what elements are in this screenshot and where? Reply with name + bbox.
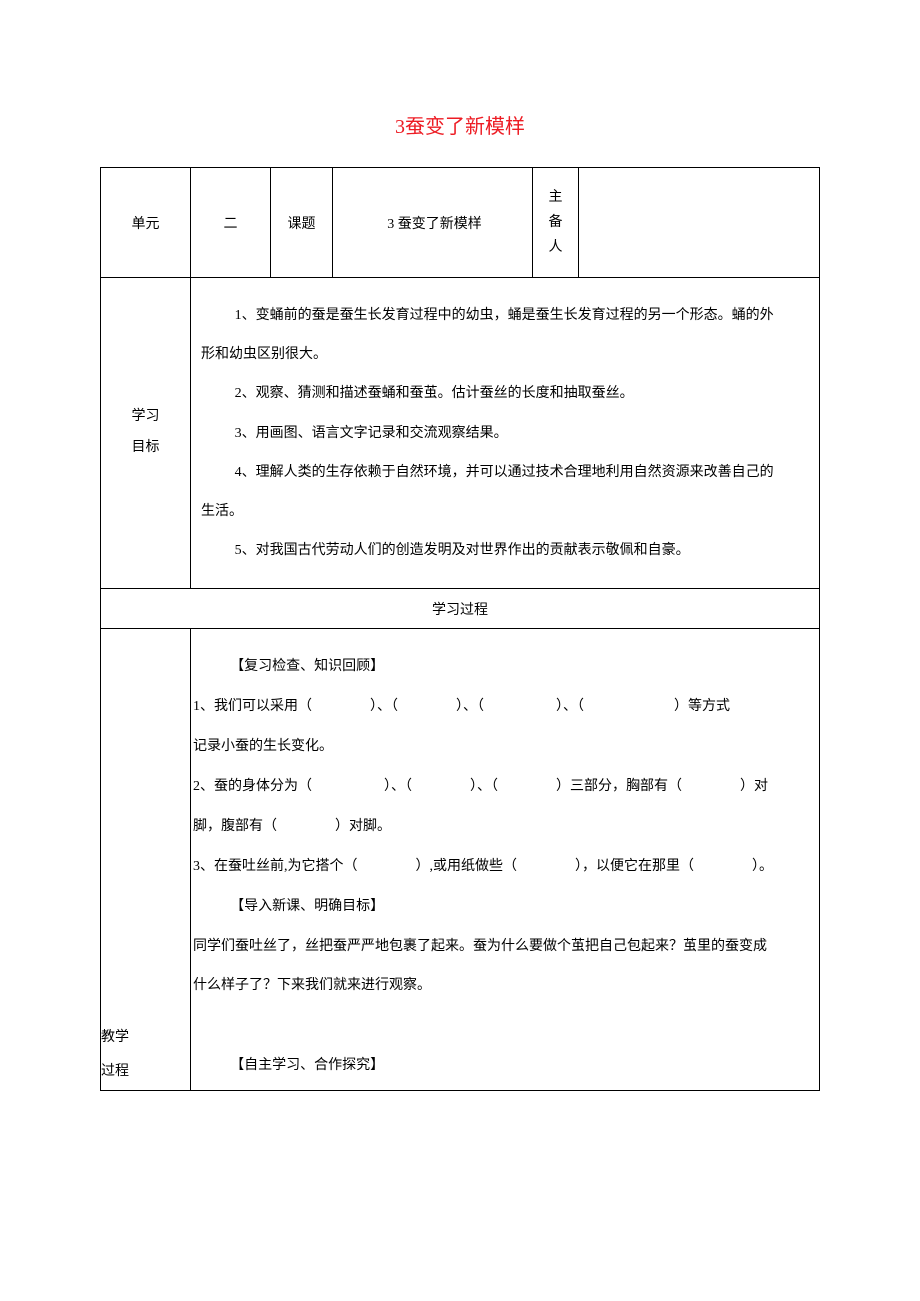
topic-label: 课题 <box>271 168 333 278</box>
question-2-line2: 脚，腹部有（）对脚。 <box>191 807 811 847</box>
process-label: 教学 过程 <box>101 629 191 1091</box>
question-1-line1: 1、我们可以采用（）、（）、（）、（）等方式 <box>191 687 811 727</box>
question-1-line2: 记录小蚕的生长变化。 <box>191 727 811 767</box>
process-header-row: 学习过程 <box>101 589 820 629</box>
process-row: 教学 过程 【复习检查、知识回顾】 1、我们可以采用（）、（）、（）、（）等方式… <box>101 629 820 1091</box>
author-value <box>579 168 820 278</box>
header-row: 单元 二 课题 3 蚕变了新模样 主 备 人 <box>101 168 820 278</box>
goals-content: 1、变蛹前的蚕是蚕生长发育过程中的幼虫，蛹是蚕生长发育过程的另一个形态。蛹的外 … <box>191 278 820 589</box>
author-label-line3: 人 <box>533 235 578 260</box>
goals-label: 学习 目标 <box>101 278 191 589</box>
author-label-line1: 主 <box>533 185 578 210</box>
goal-item-1b: 形和幼虫区别很大。 <box>201 335 809 374</box>
review-section-head: 【复习检查、知识回顾】 <box>191 647 811 687</box>
process-label-line2: 过程 <box>101 1055 190 1089</box>
unit-label: 单元 <box>101 168 191 278</box>
goals-row: 学习 目标 1、变蛹前的蚕是蚕生长发育过程中的幼虫，蛹是蚕生长发育过程的另一个形… <box>101 278 820 589</box>
goals-label-line2: 目标 <box>101 433 190 464</box>
goal-item-3: 3、用画图、语言文字记录和交流观察结果。 <box>201 414 809 453</box>
intro-text-1: 同学们蚕吐丝了，丝把蚕严严地包裹了起来。蚕为什么要做个茧把自己包起来？茧里的蚕变… <box>191 927 811 967</box>
goals-label-line1: 学习 <box>101 402 190 433</box>
question-3-line1: 3、在蚕吐丝前,为它搭个（）,或用纸做些（），以便它在那里（）。 <box>191 847 811 887</box>
goal-item-4b: 生活。 <box>201 492 809 531</box>
intro-section-head: 【导入新课、明确目标】 <box>191 887 811 927</box>
goal-item-2: 2、观察、猜测和描述蚕蛹和蚕茧。估计蚕丝的长度和抽取蚕丝。 <box>201 374 809 413</box>
goal-item-4: 4、理解人类的生存依赖于自然环境，并可以通过技术合理地利用自然资源来改善自己的 <box>201 453 809 492</box>
selfstudy-section-head: 【自主学习、合作探究】 <box>191 1046 811 1086</box>
author-label: 主 备 人 <box>533 168 579 278</box>
blank-line <box>191 1006 811 1046</box>
goal-item-5: 5、对我国古代劳动人们的创造发明及对世界作出的贡献表示敬佩和自豪。 <box>201 531 809 570</box>
lesson-plan-table: 单元 二 课题 3 蚕变了新模样 主 备 人 学习 目标 1、变蛹前的蚕是蚕生长… <box>100 167 820 1091</box>
topic-value: 3 蚕变了新模样 <box>333 168 533 278</box>
goal-item-1: 1、变蛹前的蚕是蚕生长发育过程中的幼虫，蛹是蚕生长发育过程的另一个形态。蛹的外 <box>201 296 809 335</box>
process-content: 【复习检查、知识回顾】 1、我们可以采用（）、（）、（）、（）等方式 记录小蚕的… <box>191 629 820 1091</box>
process-label-line1: 教学 <box>101 1021 190 1055</box>
author-label-line2: 备 <box>533 210 578 235</box>
page-title: 3蚕变了新模样 <box>100 110 820 139</box>
question-2-line1: 2、蚕的身体分为（）、（）、（）三部分，胸部有（）对 <box>191 767 811 807</box>
unit-value: 二 <box>191 168 271 278</box>
process-header: 学习过程 <box>101 589 820 629</box>
intro-text-2: 什么样子了？下来我们就来进行观察。 <box>191 966 811 1006</box>
